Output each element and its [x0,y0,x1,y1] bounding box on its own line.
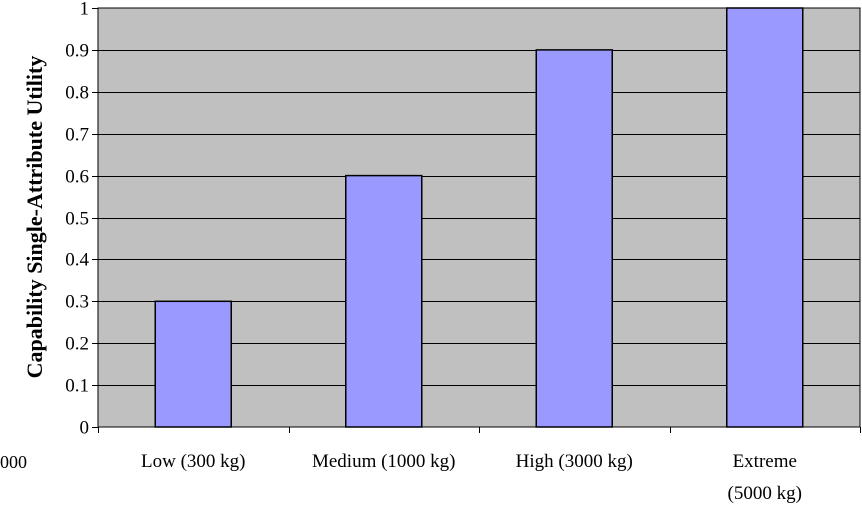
x-axis: Low (300 kg) Medium (1000 kg) High (3000 k… [98,426,861,504]
y-axis: 0 0.1 0.2 0.3 0.4 0.5 0.6 0.7 0.8 0.9 1 [65,0,99,439]
y-tick-label-7: 0.7 [65,125,89,146]
y-tick-label-1: 0.1 [65,376,89,397]
y-tick-label-9: 0.9 [65,41,89,62]
y-tick-label-6: 0.6 [65,167,89,188]
stray-axis-text: 000 [0,452,27,472]
bars [154,7,804,428]
x-tick-label-1: Medium (1000 kg) [312,451,456,472]
y-axis-label: Capability Single-Attribute Utility [22,56,47,379]
y-tick-label-2: 0.2 [65,334,89,355]
y-tick-label-3: 0.3 [65,292,89,313]
y-tick-label-8: 0.8 [65,83,89,104]
x-tick-label-3-line-0: Extreme [733,451,797,472]
y-tick-label-4: 0.4 [65,250,89,271]
bar-2 [535,49,613,428]
y-tick-label-0: 0 [80,418,90,439]
x-tick-label-0: Low (300 kg) [141,451,245,472]
y-tick-label-10: 1 [80,0,90,20]
y-tick-label-5: 0.5 [65,209,89,230]
bar-3 [726,7,804,428]
bar-0 [154,300,232,428]
bar-1 [345,174,423,428]
x-tick-label-2: High (3000 kg) [516,451,633,472]
x-tick-label-3-line-1: (5000 kg) [728,483,802,504]
